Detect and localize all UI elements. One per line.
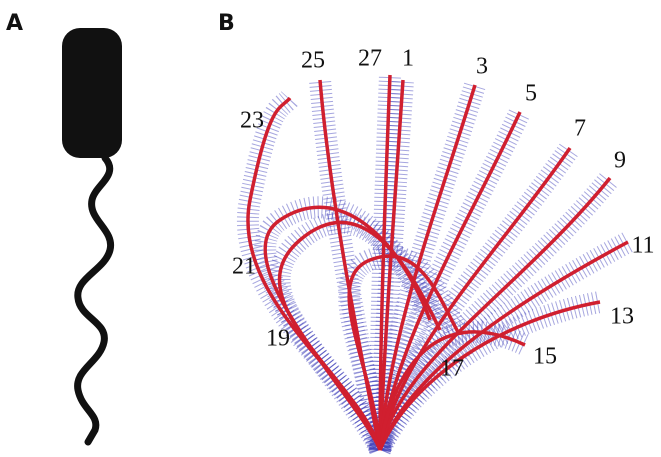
trace — [378, 176, 612, 451]
trace — [378, 84, 477, 451]
trace — [378, 147, 572, 451]
curve-label: 27 — [358, 46, 382, 72]
trace — [347, 254, 460, 451]
trace — [378, 300, 601, 451]
curve-label: 3 — [476, 54, 488, 80]
curve-label: 9 — [614, 148, 626, 174]
curve-label: 23 — [240, 108, 264, 134]
trace — [246, 96, 382, 451]
trace — [378, 330, 526, 451]
flagellum-traces — [237, 74, 634, 455]
curve-label: 21 — [232, 254, 256, 280]
bacterium — [62, 28, 122, 446]
panel-label: B — [218, 11, 235, 36]
curve-label: 11 — [631, 233, 654, 259]
panel-label: A — [6, 11, 23, 36]
trace — [378, 74, 392, 451]
curve-label: 25 — [301, 48, 325, 74]
trace — [263, 205, 432, 451]
curve-label: 19 — [266, 326, 290, 352]
trace — [318, 79, 382, 451]
trace — [378, 79, 405, 451]
curve-label: 1 — [402, 46, 414, 72]
curve-label: 15 — [533, 344, 557, 370]
curve-label: 7 — [574, 116, 586, 142]
curve-label: 5 — [525, 81, 537, 107]
curve-label: 17 — [440, 356, 464, 382]
curve-label: 13 — [610, 304, 634, 330]
